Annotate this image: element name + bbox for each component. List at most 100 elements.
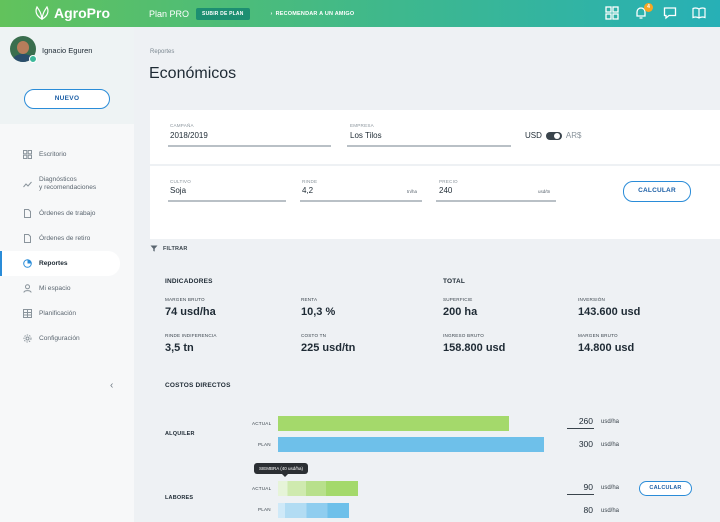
- user-icon: [23, 284, 32, 293]
- apps-grid-button[interactable]: [605, 6, 619, 20]
- actual-label: ACTUAL: [252, 421, 272, 426]
- indicator-value: 225 usd/tn: [301, 342, 356, 354]
- page-title: Económicos: [149, 65, 237, 82]
- currency-usd-label: USD: [525, 131, 542, 140]
- filter-icon: [150, 245, 158, 252]
- sidebar-item-label: Diagnósticos y recomendaciones: [39, 176, 97, 191]
- company-label: EMPRESA: [350, 123, 374, 128]
- upgrade-plan-button[interactable]: SUBIR DE PLAN: [196, 8, 250, 20]
- unit-label: usd/ha: [601, 485, 620, 491]
- sidebar-item-ordenes-retiro[interactable]: Órdenes de retiro: [0, 226, 134, 251]
- notifications-button[interactable]: 4: [634, 3, 653, 20]
- company-select[interactable]: Los Tilos: [350, 131, 382, 140]
- unit-label: usd/ha: [601, 419, 620, 425]
- total-value: 200 ha: [443, 306, 478, 318]
- avatar[interactable]: [10, 36, 36, 62]
- logo-text: AgroPro: [54, 5, 110, 21]
- agropro-logo[interactable]: AgroPro: [34, 5, 110, 21]
- indicator-label: RENTA: [301, 297, 318, 302]
- user-name[interactable]: Ignacio Eguren: [42, 46, 93, 55]
- plan-label: Plan PRO: [149, 9, 190, 19]
- indicator-value: 74 usd/ha: [165, 306, 216, 318]
- document-icon: [24, 234, 31, 243]
- sidebar-item-label: Planificación: [39, 310, 77, 317]
- chat-icon: [663, 7, 677, 20]
- actual-bar: [278, 481, 358, 496]
- crop-card: CULTIVO Soja RINDE 4,2 tn/ha PRECIO 240 …: [150, 166, 720, 239]
- tooltip: SIEMBRA (40 usd/ha): [254, 463, 309, 477]
- actual-label: ACTUAL: [252, 486, 272, 491]
- sidebar-nav: Escritorio Diagnósticos y recomendacione…: [0, 142, 134, 351]
- campaign-label: CAMPAÑA: [170, 123, 194, 128]
- yield-input[interactable]: 4,2: [302, 186, 314, 195]
- sidebar-item-mi-espacio[interactable]: Mi espacio: [0, 276, 134, 301]
- plan-label: PLAN: [258, 442, 271, 447]
- apps-grid-icon: [605, 6, 619, 20]
- sidebar-item-reportes[interactable]: Reportes: [0, 251, 120, 276]
- sidebar-item-label: Reportes: [39, 260, 68, 267]
- total-label: INVERSIÓN: [578, 297, 606, 302]
- crop-label: CULTIVO: [170, 179, 191, 184]
- totals-heading: TOTAL: [443, 278, 466, 285]
- new-button[interactable]: NUEVO: [24, 89, 110, 109]
- campaign-card: CAMPAÑA 2018/2019 EMPRESA Los Tilos USD …: [150, 110, 720, 164]
- chart-line-icon: [23, 181, 32, 187]
- sidebar-item-configuracion[interactable]: Configuración: [0, 326, 134, 351]
- refer-friend-link[interactable]: › RECOMENDAR A UN AMIGO: [271, 11, 355, 17]
- sidebar-item-label: Órdenes de retiro: [39, 235, 91, 242]
- refer-friend-label: RECOMENDAR A UN AMIGO: [275, 11, 355, 17]
- plan-value: 300: [578, 439, 593, 449]
- collapse-sidebar-button[interactable]: ‹: [110, 380, 114, 391]
- cost-row-label: LABORES: [165, 495, 194, 501]
- sidebar-item-diagnosticos[interactable]: Diagnósticos y recomendaciones: [0, 167, 134, 201]
- filter-button[interactable]: FILTRAR: [150, 245, 188, 252]
- price-unit: usd/tn: [538, 189, 551, 194]
- plan-value: 80: [583, 505, 593, 515]
- book-icon: [692, 7, 706, 19]
- price-input[interactable]: 240: [439, 186, 453, 195]
- unit-label: usd/ha: [601, 508, 620, 514]
- total-label: MARGEN BRUTO: [578, 333, 618, 338]
- calculate-button[interactable]: CALCULAR: [623, 181, 691, 202]
- currency-toggle[interactable]: USD AR$: [525, 131, 581, 140]
- total-label: INGRESO BRUTO: [443, 333, 485, 338]
- calculate-costs-button[interactable]: CALCULAR: [639, 481, 692, 496]
- actual-value-input[interactable]: 260: [578, 416, 593, 426]
- messages-button[interactable]: [663, 6, 677, 20]
- actual-value-input[interactable]: 90: [583, 482, 593, 492]
- indicator-label: RINDE INDIFERENCIA: [165, 333, 217, 338]
- total-label: SUPERFICIE: [443, 297, 473, 302]
- document-icon: [24, 209, 31, 218]
- notifications-badge: 4: [644, 3, 653, 12]
- currency-ars-label: AR$: [565, 131, 582, 140]
- plan-bar: [278, 437, 544, 452]
- crop-select[interactable]: Soja: [170, 186, 187, 195]
- bell-icon: [636, 7, 646, 19]
- indicator-label: COSTO TN: [301, 333, 327, 338]
- campaign-select[interactable]: 2018/2019: [170, 131, 208, 140]
- total-value: 158.800 usd: [443, 342, 506, 354]
- chevron-right-icon: ›: [270, 11, 273, 17]
- sidebar-item-planificacion[interactable]: Planificación: [0, 301, 134, 326]
- sidebar-item-label: Mi espacio: [39, 285, 71, 292]
- sidebar-item-ordenes-trabajo[interactable]: Órdenes de trabajo: [0, 201, 134, 226]
- help-button[interactable]: [692, 6, 706, 20]
- cost-row-label: ALQUILER: [165, 431, 195, 437]
- total-value: 14.800 usd: [578, 342, 635, 354]
- indicators-heading: INDICADORES: [165, 278, 213, 285]
- currency-switch[interactable]: [545, 131, 562, 140]
- sidebar-item-escritorio[interactable]: Escritorio: [0, 142, 134, 167]
- unit-label: usd/ha: [601, 442, 620, 448]
- grid-icon: [23, 150, 32, 159]
- gear-icon: [23, 334, 32, 343]
- direct-costs-heading: COSTOS DIRECTOS: [165, 382, 231, 389]
- total-value: 143.600 usd: [578, 306, 641, 318]
- indicator-value: 3,5 tn: [165, 342, 194, 354]
- yield-unit: tn/ha: [407, 189, 418, 194]
- plan-bar: [278, 503, 349, 518]
- breadcrumb[interactable]: Reportes: [150, 49, 175, 55]
- top-bar: AgroPro Plan PRO SUBIR DE PLAN › RECOMEN…: [0, 0, 720, 27]
- sidebar-item-label: Configuración: [39, 335, 80, 342]
- indicator-value: 10,3 %: [301, 306, 336, 318]
- leaf-icon: [35, 6, 49, 20]
